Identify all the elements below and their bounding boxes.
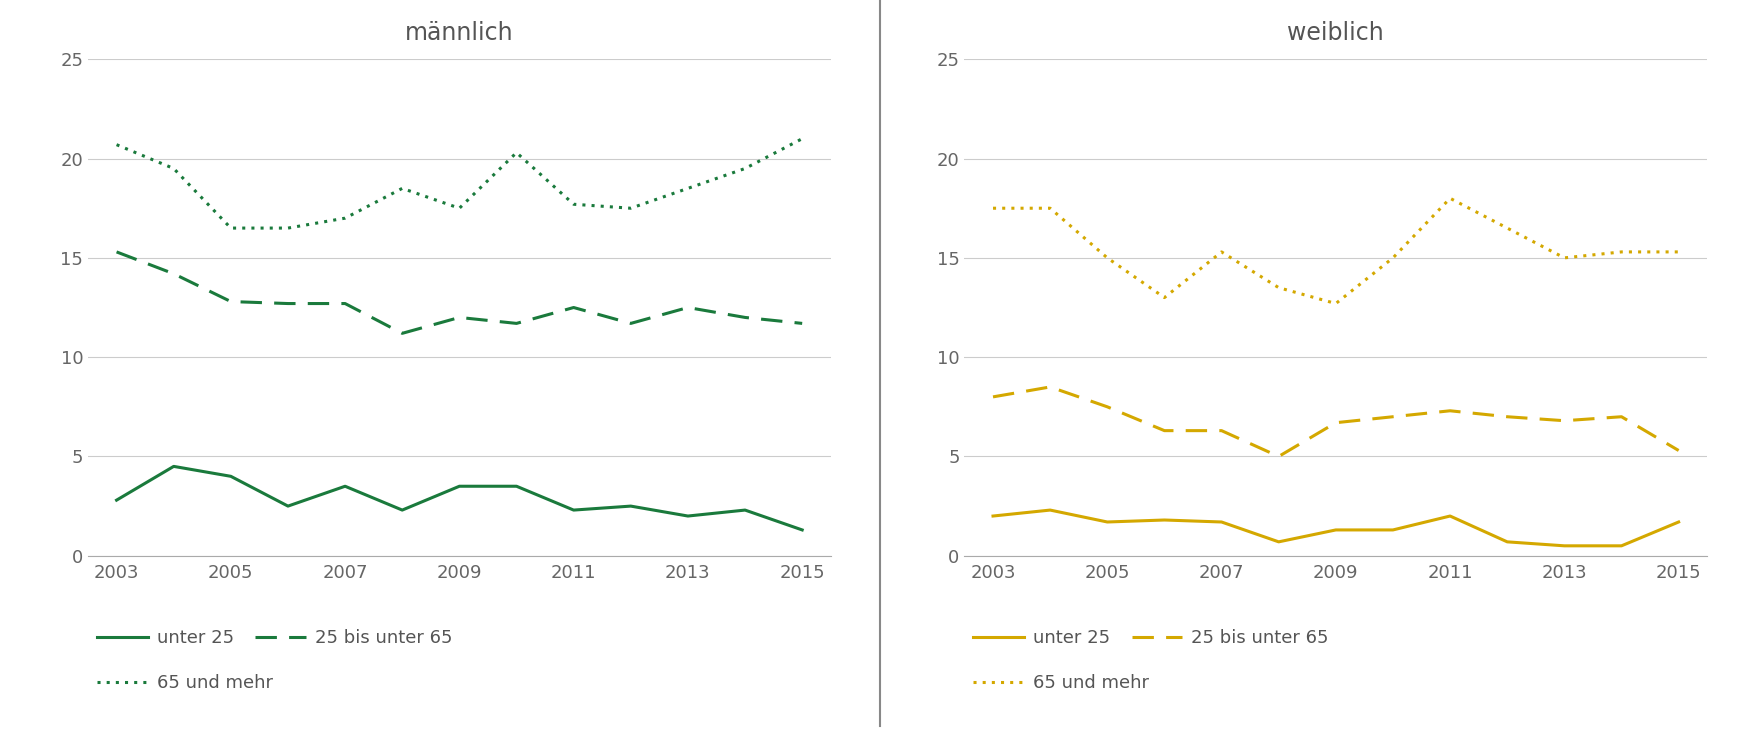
Title: männlich: männlich — [405, 21, 514, 45]
Title: weiblich: weiblich — [1288, 21, 1383, 45]
Legend: 65 und mehr: 65 und mehr — [973, 674, 1149, 692]
Legend: 65 und mehr: 65 und mehr — [97, 674, 273, 692]
